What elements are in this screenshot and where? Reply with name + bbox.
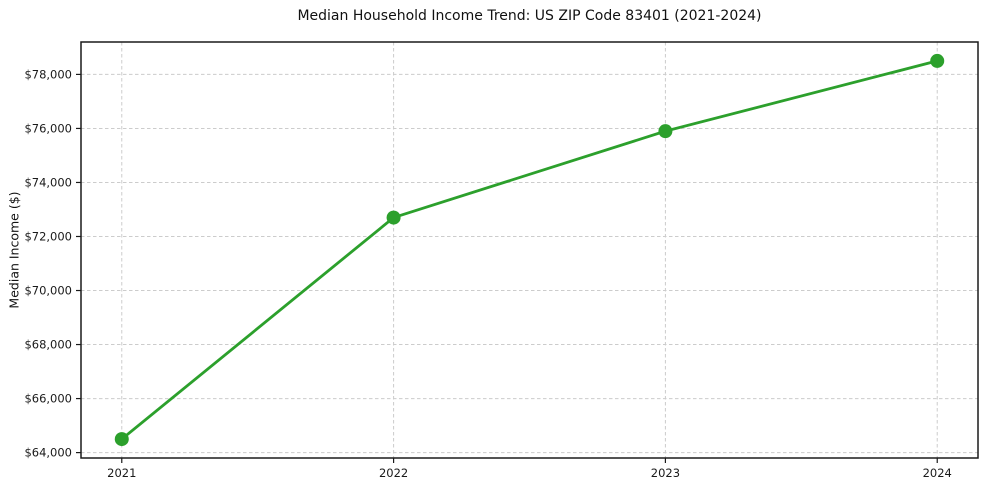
y-tick-label: $64,000 xyxy=(24,446,72,460)
y-tick-label: $66,000 xyxy=(24,392,72,406)
income-trend-line xyxy=(120,59,939,441)
y-tick-label: $74,000 xyxy=(24,175,72,189)
chart-title: Median Household Income Trend: US ZIP Co… xyxy=(297,8,762,24)
data-point xyxy=(930,53,945,68)
data-point xyxy=(386,210,401,225)
data-point xyxy=(658,124,673,139)
y-tick-label: $72,000 xyxy=(24,229,72,243)
y-tick-label: $68,000 xyxy=(24,338,72,352)
x-tick-label: 2021 xyxy=(107,466,136,480)
data-point xyxy=(114,432,129,447)
x-tick-label: 2022 xyxy=(379,466,408,480)
x-tick-label: 2024 xyxy=(923,466,952,480)
y-tick-label: $78,000 xyxy=(24,67,72,81)
plot-frame xyxy=(80,41,979,459)
y-tick-label: $76,000 xyxy=(24,121,72,135)
y-tick-label: $70,000 xyxy=(24,284,72,298)
x-tick-label: 2023 xyxy=(651,466,680,480)
